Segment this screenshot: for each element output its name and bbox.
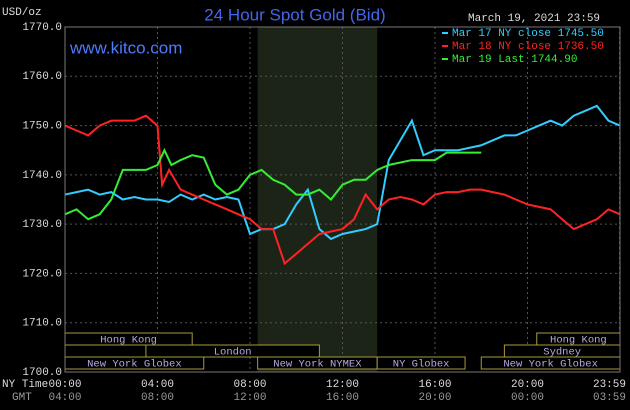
session-label: New York NYMEX: [273, 358, 362, 370]
session-label: New York Globex: [503, 358, 598, 370]
plot-border: [64, 26, 621, 373]
series-line: [64, 114, 621, 266]
x-tick-label: 20:00: [511, 379, 544, 391]
session-label: Hong Kong: [550, 334, 607, 346]
x2-tick-label: 04:00: [48, 392, 81, 404]
x2-tick-label: 03:59: [593, 392, 626, 404]
legend-entry: Mar 17 NY close 1745.50: [452, 28, 604, 40]
y-axis-label: USD/oz: [2, 7, 42, 19]
session-bar: [145, 344, 320, 358]
x-tick-label: 12:00: [326, 379, 359, 391]
y-tick-label: 1770.0: [22, 22, 62, 34]
session-label: NY Globex: [393, 358, 450, 370]
y-tick-label: 1700.0: [22, 367, 62, 379]
y-tick-label: 1730.0: [22, 219, 62, 231]
y-tick-label: 1750.0: [22, 120, 62, 132]
y-tick-label: 1720.0: [22, 268, 62, 280]
date: March 19, 2021 23:59: [468, 13, 600, 25]
x-tick-label: 04:00: [141, 379, 174, 391]
series-line: [64, 147, 482, 221]
y-tick-label: 1760.0: [22, 71, 62, 83]
x2-tick-label: 12:00: [233, 392, 266, 404]
session-label: London: [214, 346, 252, 358]
source: www.kitco.com: [69, 38, 182, 57]
x2-tick-label: 16:00: [326, 392, 359, 404]
highlight-region: [257, 27, 378, 372]
chart-title: 24 Hour Spot Gold (Bid): [204, 5, 385, 24]
y-tick-label: 1740.0: [22, 170, 62, 182]
legend-entry: Mar 19 Last 1744.90: [452, 54, 577, 66]
x-tick-label: 16:00: [418, 379, 451, 391]
session-label: Sydney: [543, 346, 581, 358]
x2-tick-label: 20:00: [418, 392, 451, 404]
session-bar: [376, 356, 466, 370]
x2-tick-label: 08:00: [141, 392, 174, 404]
x2-axis-label: GMT: [12, 392, 32, 404]
y-tick-label: 1710.0: [22, 318, 62, 330]
x-tick-label: 08:00: [233, 379, 266, 391]
session-label: New York Globex: [87, 358, 182, 370]
x-axis-label: NY Time: [2, 379, 48, 391]
series-line: [64, 104, 621, 241]
session-label: Hong Kong: [100, 334, 157, 346]
legend-entry: Mar 18 NY close 1736.50: [452, 41, 604, 53]
x-tick-label: 00:00: [48, 379, 81, 391]
x2-tick-label: 00:00: [511, 392, 544, 404]
x-tick-label: 23:59: [593, 379, 626, 391]
